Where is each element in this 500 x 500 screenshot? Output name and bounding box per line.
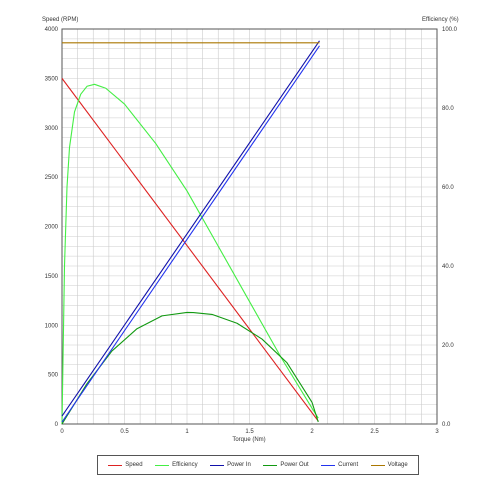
series-line-power-out: [61, 311, 319, 425]
legend-label: Efficiency: [172, 462, 198, 468]
y-tick-label: 2000: [45, 225, 59, 231]
legend-item-current: Current: [321, 462, 358, 468]
legend-swatch: [321, 464, 336, 466]
x-tick-label: 3: [435, 429, 439, 435]
y-tick-label: 500: [48, 373, 59, 379]
y-tick-label: 1000: [45, 323, 59, 329]
legend-item-efficiency: Efficiency: [155, 462, 198, 468]
plot-frame: [61, 28, 438, 425]
y2-tick-label: 60.0: [442, 185, 454, 191]
legend-label: Current: [338, 462, 359, 468]
legend-label: Speed: [125, 462, 143, 468]
legend-swatch: [370, 464, 385, 466]
legend-swatch: [108, 464, 123, 466]
y-tick-label: 3500: [45, 76, 59, 82]
legend-label: Power Out: [280, 462, 309, 468]
x-tick-label: 1: [185, 429, 189, 435]
x-tick-label: 1.5: [245, 429, 254, 435]
y2-tick-label: 80.0: [442, 106, 454, 112]
x-tick-label: 0: [60, 429, 64, 435]
legend-label: Power In: [227, 462, 251, 468]
y2-tick-label: 40.0: [442, 264, 454, 270]
y-tick-label: 0: [55, 422, 59, 428]
legend-swatch: [155, 464, 170, 466]
legend-item-speed: Speed: [108, 462, 143, 468]
y-tick-label: 2500: [45, 175, 59, 181]
legend-label: Voltage: [387, 462, 408, 468]
y-tick-label: 4000: [45, 27, 59, 33]
legend-swatch: [210, 464, 225, 466]
legend-swatch: [263, 464, 278, 466]
y2-axis-title: Efficiency (%): [422, 17, 459, 23]
series-layer: [61, 40, 320, 425]
y2-tick-label: 100.0: [442, 27, 458, 33]
y-axis-title: Speed (RPM): [42, 17, 78, 23]
series-line-current: [61, 45, 320, 423]
y-tick-label: 1500: [45, 274, 59, 280]
series-line-power-in: [61, 40, 320, 417]
x-tick-label: 2.5: [370, 429, 379, 435]
x-tick-label: 0.5: [120, 429, 129, 435]
ticks-layer: 0 0.5 1 1.5 2 2.5 3 0 500 1000 1500 2000 2500 3000 350…: [45, 27, 458, 435]
series-line-speed: [61, 78, 319, 422]
series-line-efficiency: [61, 83, 319, 425]
x-tick-label: 2: [310, 429, 314, 435]
grid: [62, 29, 437, 424]
y2-tick-label: 0.0: [442, 422, 451, 428]
legend-item-power-out: Power Out: [263, 462, 309, 468]
legend-item-voltage: Voltage: [370, 462, 408, 468]
legend-item-power-in: Power In: [210, 462, 251, 468]
legend: Speed Efficiency Power In Power Out Current V…: [97, 455, 419, 475]
y-tick-label: 3000: [45, 126, 59, 132]
x-axis-title: Torque (Nm): [232, 437, 265, 443]
y2-tick-label: 20.0: [442, 343, 454, 349]
